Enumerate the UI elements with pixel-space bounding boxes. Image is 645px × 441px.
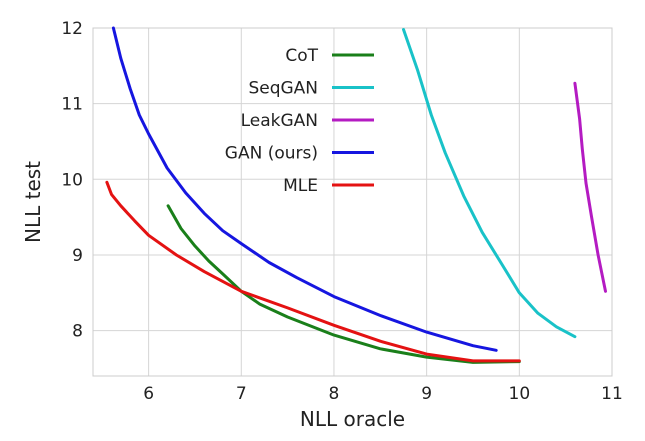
legend-label-seqgan: SeqGAN — [248, 79, 318, 99]
series-lines — [105, 26, 607, 364]
y-axis-ticks: 8 9 10 11 12 — [61, 19, 83, 342]
series-line-leakgan — [573, 81, 607, 293]
legend-label-gan-ours: GAN (ours) — [225, 144, 318, 164]
x-tick-label: 7 — [236, 384, 247, 404]
x-tick-label: 6 — [143, 384, 154, 404]
plot-area — [92, 27, 613, 377]
x-axis-ticks: 6 7 8 9 10 11 — [143, 384, 623, 404]
y-tick-label: 10 — [61, 170, 83, 190]
y-tick-label: 12 — [61, 19, 83, 39]
x-axis-label: NLL oracle — [300, 407, 405, 431]
y-tick-label: 11 — [61, 95, 83, 115]
series-line-gan-ours — [111, 26, 498, 352]
series-line-seqgan — [402, 28, 577, 339]
x-tick-label: 11 — [601, 384, 623, 404]
legend: CoT SeqGAN LeakGAN GAN (ours) MLE — [225, 46, 374, 196]
x-tick-label: 9 — [421, 384, 432, 404]
x-tick-label: 10 — [509, 384, 531, 404]
legend-label-cot: CoT — [285, 46, 318, 66]
legend-label-mle: MLE — [283, 176, 318, 196]
y-tick-label: 9 — [72, 246, 83, 266]
y-tick-label: 8 — [72, 322, 83, 342]
series-line-cot — [166, 204, 521, 364]
grid — [93, 27, 613, 376]
legend-label-leakgan: LeakGAN — [241, 111, 318, 131]
y-axis-label: NLL test — [21, 161, 45, 243]
series-line-mle — [105, 180, 521, 363]
x-tick-label: 8 — [329, 384, 340, 404]
